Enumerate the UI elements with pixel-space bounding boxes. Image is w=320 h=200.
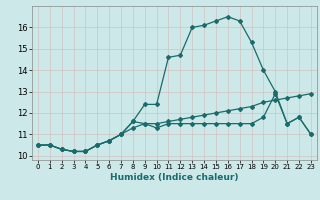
X-axis label: Humidex (Indice chaleur): Humidex (Indice chaleur) [110,173,239,182]
